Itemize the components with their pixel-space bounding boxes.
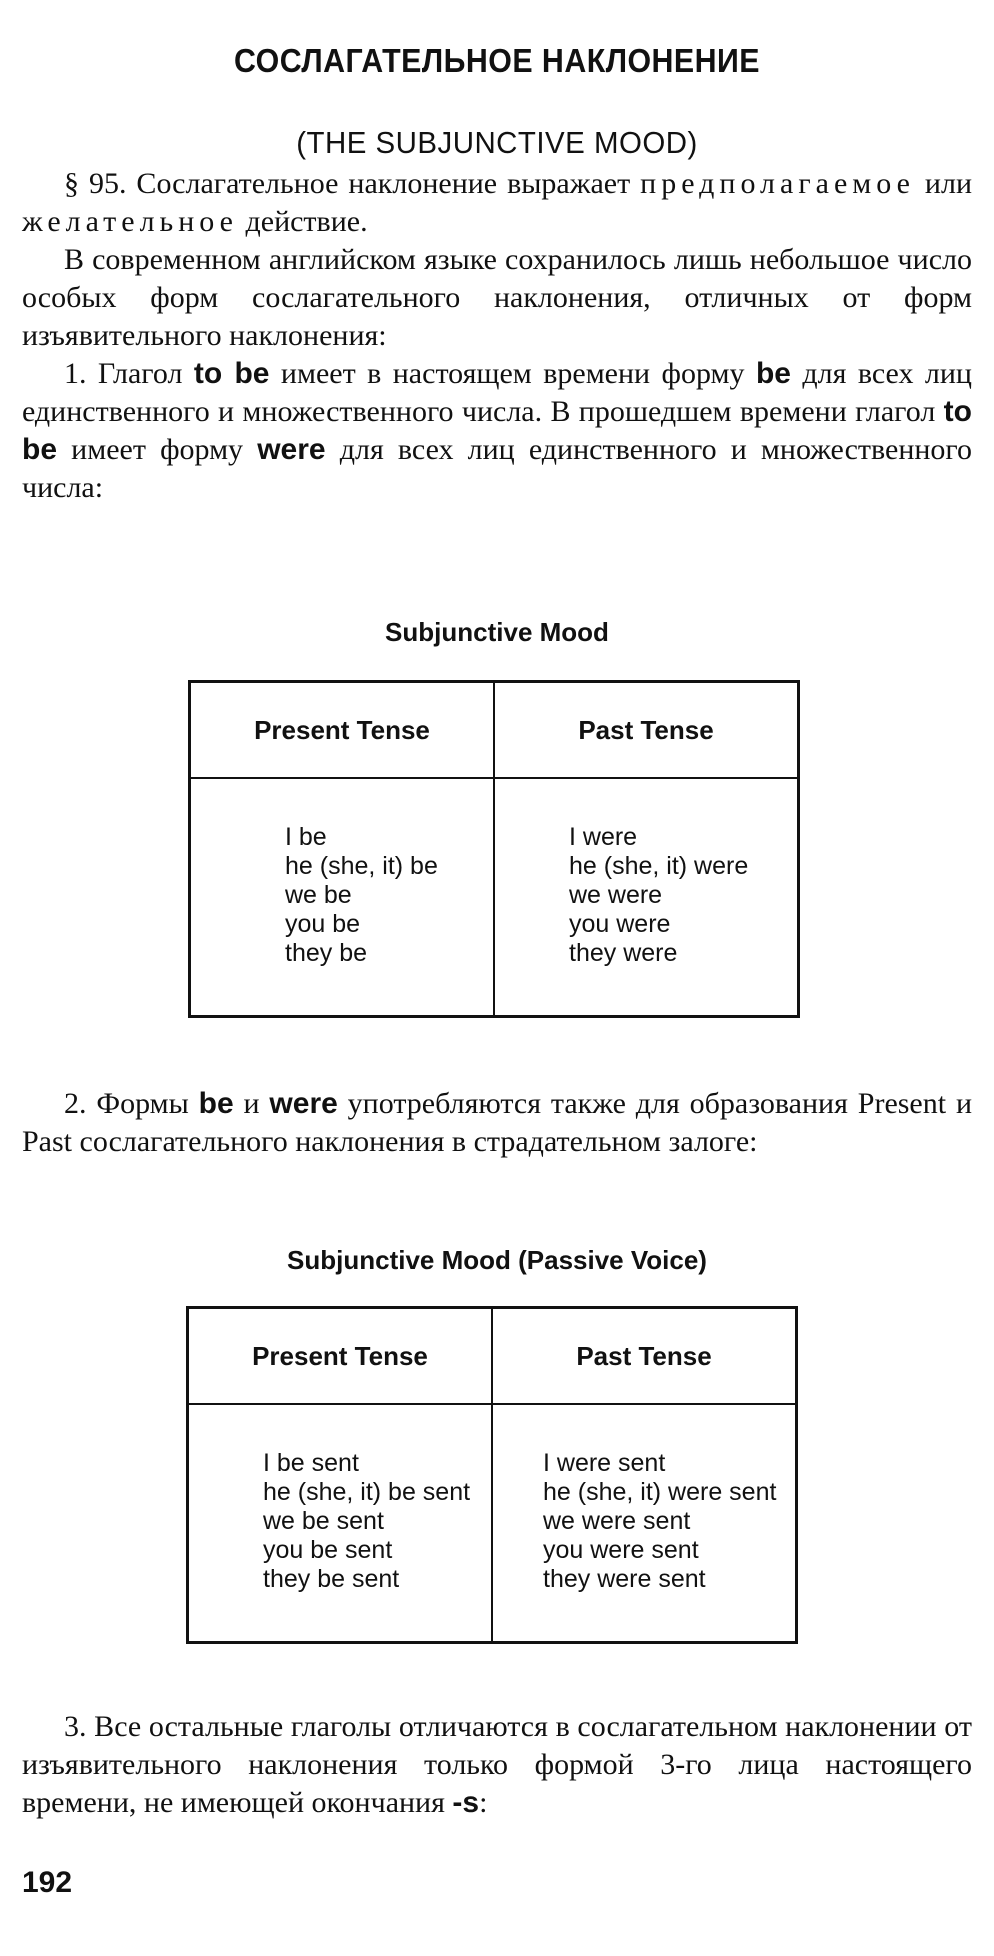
paragraph-point-3: 3. Все остальные глаголы отличаются в со… <box>22 1710 972 1819</box>
form-entry: you were sent <box>543 1536 699 1564</box>
spaced-term: желательное <box>22 205 238 238</box>
form-entry: we were sent <box>543 1507 691 1535</box>
form-entry: I be <box>285 823 327 851</box>
form-entry: he (she, it) be sent <box>263 1478 471 1506</box>
chapter-heading: СОСЛАГАТЕЛЬНОЕ НАКЛОНЕНИЕ <box>233 42 761 79</box>
table2-present-cell: I be sent he (she, it) be sent we be sen… <box>186 1403 493 1644</box>
page-number: 192 <box>22 1866 73 1899</box>
subjunctive-mood-table: Present Tense Past Tense I be he (she, i… <box>188 680 800 1018</box>
form-entry: you be sent <box>263 1536 393 1564</box>
paragraph-point-1: 1. Глагол to be имеет в настоящем времен… <box>22 357 972 504</box>
form-entry: they be <box>285 939 368 967</box>
table1-header-present: Present Tense <box>188 680 495 779</box>
table2-header-present: Present Tense <box>186 1306 493 1405</box>
passive-voice-table: Present Tense Past Tense I be sent he (s… <box>186 1306 798 1644</box>
table1-past-cell: I were he (she, it) were we were you wer… <box>493 777 800 1018</box>
section-number: § 95. <box>64 167 127 200</box>
form-entry: I be sent <box>263 1449 359 1477</box>
paragraph-intro-forms: В современном английском языке сохранило… <box>22 243 972 352</box>
form-entry: you were <box>569 910 671 938</box>
table2-caption: Subjunctive Mood (Passive Voice) <box>287 1245 707 1275</box>
chapter-subheading: (THE SUBJUNCTIVE MOOD) <box>296 125 698 160</box>
form-entry: he (she, it) were <box>569 852 749 880</box>
form-entry: we be <box>285 881 352 909</box>
spaced-term: предполагаемое <box>640 167 915 200</box>
form-entry: I were <box>569 823 638 851</box>
form-entry: they were <box>569 939 678 967</box>
form-entry: we be sent <box>263 1507 384 1535</box>
table2-past-cell: I were sent he (she, it) were sent we we… <box>491 1403 798 1644</box>
form-entry: we were <box>569 881 663 909</box>
form-entry: they be sent <box>263 1565 400 1593</box>
table2-header-past: Past Tense <box>491 1306 798 1405</box>
paragraph-point-2: 2. Формы be и were употребляются также д… <box>22 1087 972 1158</box>
form-entry: you be <box>285 910 361 938</box>
form-entry: they were sent <box>543 1565 706 1593</box>
form-entry: I were sent <box>543 1449 666 1477</box>
form-entry: he (she, it) be <box>285 852 438 880</box>
table1-caption: Subjunctive Mood <box>385 617 609 647</box>
table1-header-past: Past Tense <box>493 680 800 779</box>
paragraph-95: § 95. Сослагательное наклонение выражает… <box>22 167 972 238</box>
table1-present-cell: I be he (she, it) be we be you be they b… <box>188 777 495 1018</box>
form-entry: he (she, it) were sent <box>543 1478 777 1506</box>
